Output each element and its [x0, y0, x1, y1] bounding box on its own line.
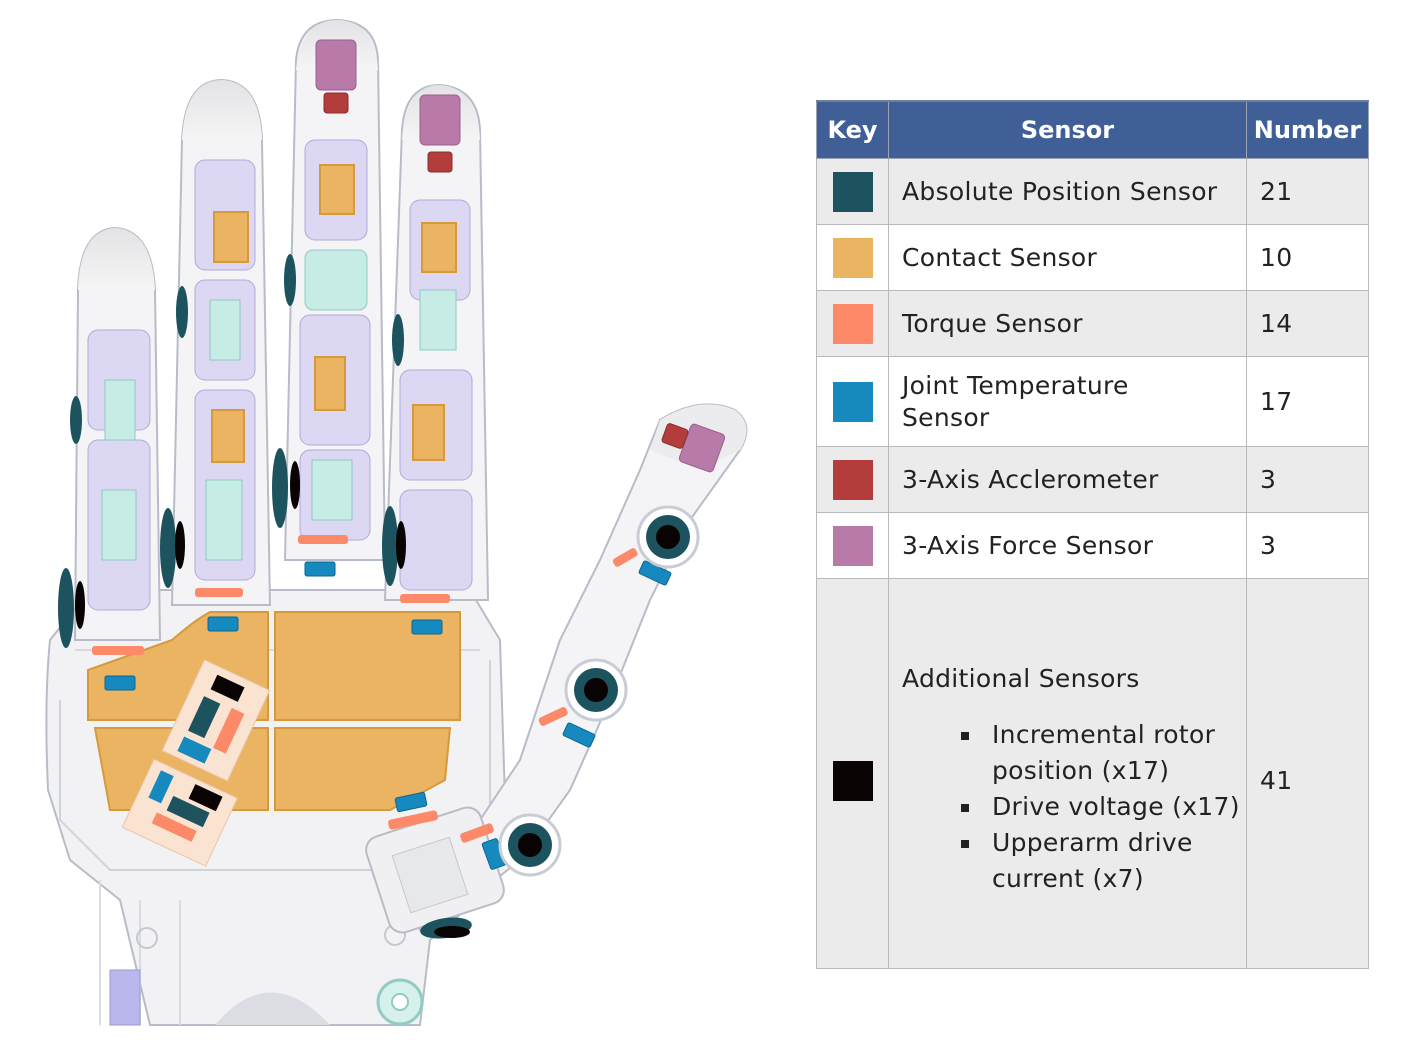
sensor-count: 14	[1246, 290, 1369, 357]
palm-sensor-board-1	[161, 659, 271, 782]
sensor-count: 17	[1246, 356, 1369, 447]
header-number: Number	[1246, 100, 1369, 159]
sensor-count: 3	[1246, 446, 1369, 513]
list-item: Upperarm drive current (x7)	[961, 825, 1246, 897]
sensor-table: Key Sensor Number Absolute Position Sens…	[816, 100, 1369, 969]
torque-sensors	[92, 535, 638, 843]
sensor-name: 3-Axis Force Sensor	[888, 512, 1247, 579]
color-swatch	[832, 459, 873, 500]
color-swatch	[832, 237, 873, 278]
little-finger	[73, 226, 162, 641]
key-cell	[816, 446, 889, 513]
table-row: Torque Sensor 14	[816, 290, 1369, 357]
table-row: Contact Sensor 10	[816, 224, 1369, 291]
sensor-name: 3-Axis Acclerometer	[888, 446, 1247, 513]
key-cell	[816, 290, 889, 357]
color-swatch	[832, 381, 873, 422]
key-cell	[816, 224, 889, 291]
sensor-name: Additional Sensors	[902, 664, 1140, 693]
additional-sensors	[75, 461, 470, 938]
ring-finger	[170, 78, 272, 606]
header-key: Key	[816, 100, 889, 159]
sensor-count: 10	[1246, 224, 1369, 291]
sensor-count: 3	[1246, 512, 1369, 579]
list-item: Drive voltage (x17)	[961, 789, 1246, 825]
robot-hand-diagram	[45, 18, 748, 1026]
table-row: Joint Temperature Sensor 17	[816, 356, 1369, 447]
table-row: 3-Axis Acclerometer 3	[816, 446, 1369, 513]
table-header-row: Key Sensor Number	[816, 100, 1369, 159]
force-sensors	[315, 39, 726, 473]
sensor-name: Torque Sensor	[888, 290, 1247, 357]
color-swatch	[832, 171, 873, 212]
header-sensor: Sensor	[888, 100, 1247, 159]
additional-sensor-list: Incremental rotor position (x17) Drive v…	[902, 717, 1246, 897]
sensor-name: Contact Sensor	[888, 224, 1247, 291]
thumb-joints	[498, 505, 700, 877]
table-row: Absolute Position Sensor 21	[816, 158, 1369, 225]
color-swatch	[832, 760, 873, 801]
key-cell	[816, 356, 889, 447]
position-sensors	[58, 254, 472, 939]
sensor-name: Joint Temperature Sensor	[888, 356, 1247, 447]
sensor-count: 21	[1246, 158, 1369, 225]
sensor-count: 41	[1246, 578, 1369, 969]
table-row: 3-Axis Force Sensor 3	[816, 512, 1369, 579]
color-swatch	[832, 525, 873, 566]
index-finger	[383, 83, 490, 601]
table-row: Additional Sensors Incremental rotor pos…	[816, 578, 1369, 969]
palm-sensor-board-2	[121, 758, 239, 867]
accelerometers	[323, 92, 689, 449]
temperature-sensors	[104, 560, 672, 870]
list-item: Incremental rotor position (x17)	[961, 717, 1246, 789]
sensor-name: Absolute Position Sensor	[888, 158, 1247, 225]
sensor-name-cell: Additional Sensors Incremental rotor pos…	[888, 578, 1247, 969]
key-cell	[816, 512, 889, 579]
key-cell	[816, 578, 889, 969]
color-swatch	[832, 303, 873, 344]
key-cell	[816, 158, 889, 225]
